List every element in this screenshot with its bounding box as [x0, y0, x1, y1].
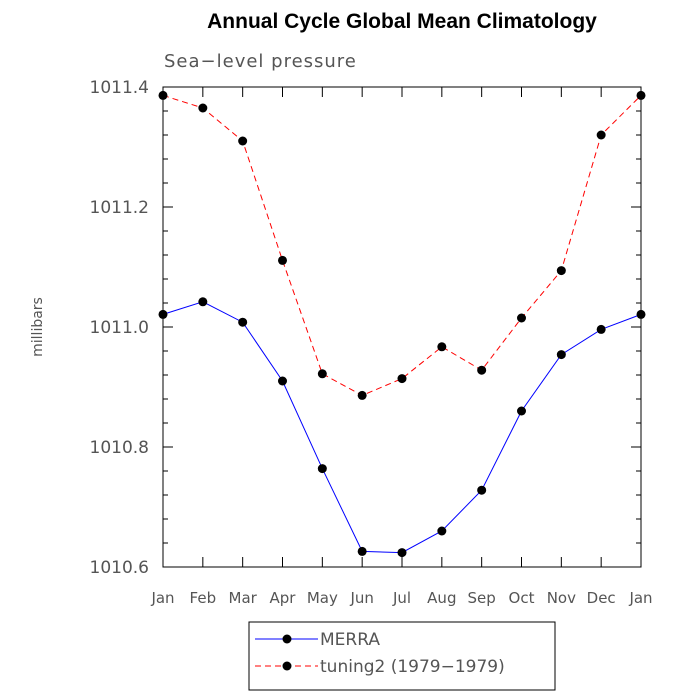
data-point: [357, 546, 367, 556]
y-tick-label: 1011.0: [90, 318, 149, 338]
x-tick-label: Dec: [587, 589, 616, 607]
data-point: [477, 365, 487, 375]
legend: MERRA tuning2 (1979−1979): [248, 621, 556, 691]
data-point: [397, 374, 407, 384]
data-point: [357, 390, 367, 400]
data-point: [477, 485, 487, 495]
data-point: [317, 464, 327, 474]
data-point: [158, 309, 168, 319]
x-tick-label: Oct: [509, 589, 535, 607]
data-point: [556, 350, 566, 360]
data-point: [198, 297, 208, 307]
x-ticks: Jan Feb Mar Apr May Jun Jul Aug Sep Oct Nov Dec Jan: [150, 87, 653, 607]
data-point: [317, 369, 327, 379]
x-tick-label: Jan: [150, 589, 174, 607]
series-tuning2: [158, 90, 646, 400]
y-tick-label: 1010.8: [90, 438, 149, 458]
y-tick-label: 1010.6: [90, 558, 149, 578]
y-ticks: 1010.6 1010.8 1011.0 1011.2 1011.4: [90, 78, 641, 578]
legend-marker: [282, 661, 292, 671]
data-point: [517, 313, 526, 323]
data-point: [278, 255, 287, 265]
x-tick-label: Sep: [468, 589, 496, 607]
series-line: [162, 301, 642, 554]
x-tick-label: Aug: [427, 589, 456, 607]
plot-frame: [162, 86, 642, 568]
data-point: [596, 324, 606, 334]
axes: [162, 86, 642, 568]
data-point: [238, 136, 248, 146]
data-point: [556, 266, 566, 276]
data-point: [636, 90, 646, 100]
chart-title: Annual Cycle Global Mean Climatology: [207, 10, 597, 33]
x-tick-label: Jun: [349, 589, 373, 607]
legend-label: MERRA: [320, 630, 380, 650]
series-merra: [158, 297, 646, 558]
y-tick-label: 1011.2: [90, 198, 149, 218]
data-point: [397, 548, 407, 558]
y-axis-label: millibars: [30, 297, 46, 357]
data-point: [437, 526, 447, 536]
series-group: [158, 90, 646, 558]
data-point: [636, 309, 646, 319]
x-tick-label: May: [307, 589, 338, 607]
x-tick-label: Apr: [270, 589, 297, 607]
data-point: [437, 342, 447, 352]
data-point: [278, 376, 287, 386]
data-point: [596, 130, 606, 140]
legend-marker: [282, 634, 292, 644]
x-tick-label: Nov: [547, 589, 576, 607]
x-tick-label: Jul: [392, 589, 411, 607]
x-tick-label: Mar: [229, 589, 258, 607]
data-point: [517, 406, 526, 416]
series-line: [162, 94, 642, 396]
data-point: [158, 90, 168, 100]
legend-label: tuning2 (1979−1979): [320, 657, 505, 677]
x-tick-label: Feb: [190, 589, 217, 607]
legend-box: [248, 621, 556, 691]
y-tick-label: 1011.4: [90, 78, 149, 98]
data-point: [238, 317, 248, 327]
data-point: [198, 103, 208, 113]
x-tick-label: Jan: [628, 589, 652, 607]
chart-subtitle: Sea−level pressure: [164, 51, 357, 72]
